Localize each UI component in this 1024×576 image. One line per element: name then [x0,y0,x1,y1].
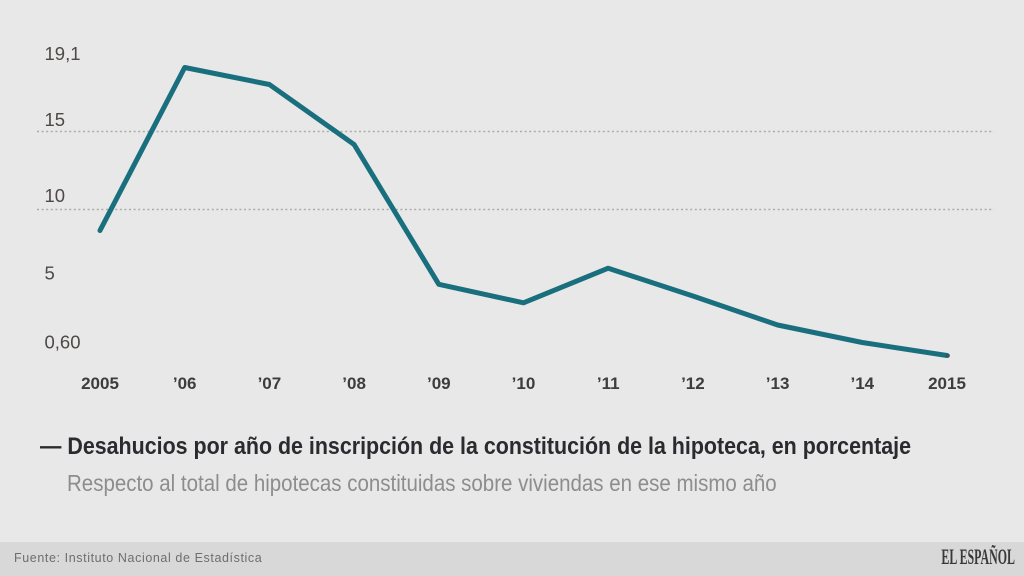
svg-text:’07: ’07 [258,374,282,393]
svg-text:’13: ’13 [766,374,790,393]
svg-text:2015: 2015 [928,374,966,393]
svg-text:’14: ’14 [850,374,874,393]
svg-text:’12: ’12 [681,374,705,393]
svg-text:’11: ’11 [597,374,620,393]
svg-text:’06: ’06 [173,374,197,393]
svg-text:’08: ’08 [342,374,366,393]
svg-text:’09: ’09 [427,374,451,393]
svg-text:19,1: 19,1 [45,43,81,64]
svg-text:10: 10 [45,185,66,206]
svg-text:5: 5 [45,263,55,284]
svg-text:0,60: 0,60 [45,332,81,353]
svg-text:15: 15 [45,109,66,130]
svg-text:’10: ’10 [512,374,536,393]
svg-text:2005: 2005 [81,374,119,393]
